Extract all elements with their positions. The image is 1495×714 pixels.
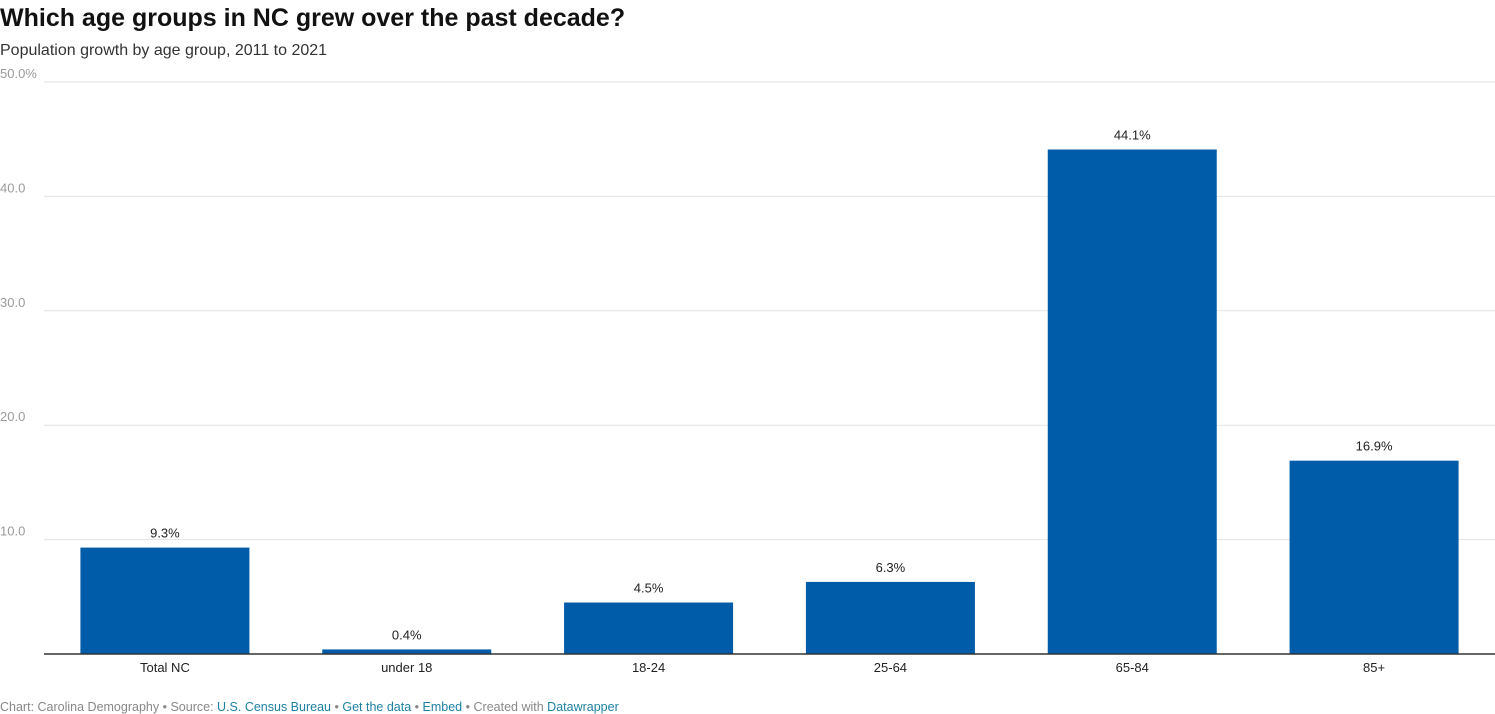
x-category-label: 18-24: [632, 660, 665, 675]
source-link[interactable]: U.S. Census Bureau: [217, 700, 331, 714]
y-tick-label: 40.0: [0, 180, 25, 195]
x-category-label: under 18: [381, 660, 432, 675]
footer-separator: •: [162, 700, 167, 714]
y-tick-label: 50.0%: [0, 66, 37, 81]
y-tick-label: 10.0: [0, 524, 25, 539]
footer-separator: •: [465, 700, 471, 714]
x-category-label: 25-64: [874, 660, 907, 675]
chart-subtitle: Population growth by age group, 2011 to …: [0, 42, 328, 59]
bar-value-label: 0.4%: [392, 627, 422, 642]
bar-value-label: 6.3%: [876, 560, 906, 575]
source-prefix: Source:: [170, 700, 214, 714]
bar-value-label: 9.3%: [150, 526, 180, 541]
y-tick-label: 30.0: [0, 295, 25, 310]
footer-separator: •: [414, 700, 420, 714]
bar: [564, 602, 734, 654]
chart-credit: Chart: Carolina Demography: [0, 700, 160, 714]
embed-link[interactable]: Embed: [422, 700, 463, 714]
x-category-label: 85+: [1363, 660, 1385, 675]
chart-title: Which age groups in NC grew over the pas…: [0, 4, 626, 32]
chart-footer: Chart: Carolina Demography • Source: U.S…: [0, 700, 619, 714]
bar: [322, 649, 492, 654]
bar: [80, 547, 250, 654]
bar: [1047, 149, 1217, 654]
bar-chart: 10.0 20.0 30.0 40.0 50.0% 9.3% Total NC 0.4% und…: [0, 66, 1495, 675]
get-data-link[interactable]: Get the data: [342, 700, 412, 714]
bar: [805, 581, 975, 654]
datawrapper-link[interactable]: Datawrapper: [547, 700, 619, 714]
bar: [1289, 460, 1459, 654]
bar-value-label: 16.9%: [1356, 439, 1393, 454]
created-with-text: Created with: [473, 700, 544, 714]
bar-value-label: 4.5%: [634, 581, 664, 596]
footer-separator: •: [334, 700, 339, 714]
x-category-label: 65-84: [1116, 660, 1149, 675]
x-category-label: Total NC: [140, 660, 190, 675]
bar-value-label: 44.1%: [1114, 127, 1151, 142]
y-tick-label: 20.0: [0, 409, 25, 424]
